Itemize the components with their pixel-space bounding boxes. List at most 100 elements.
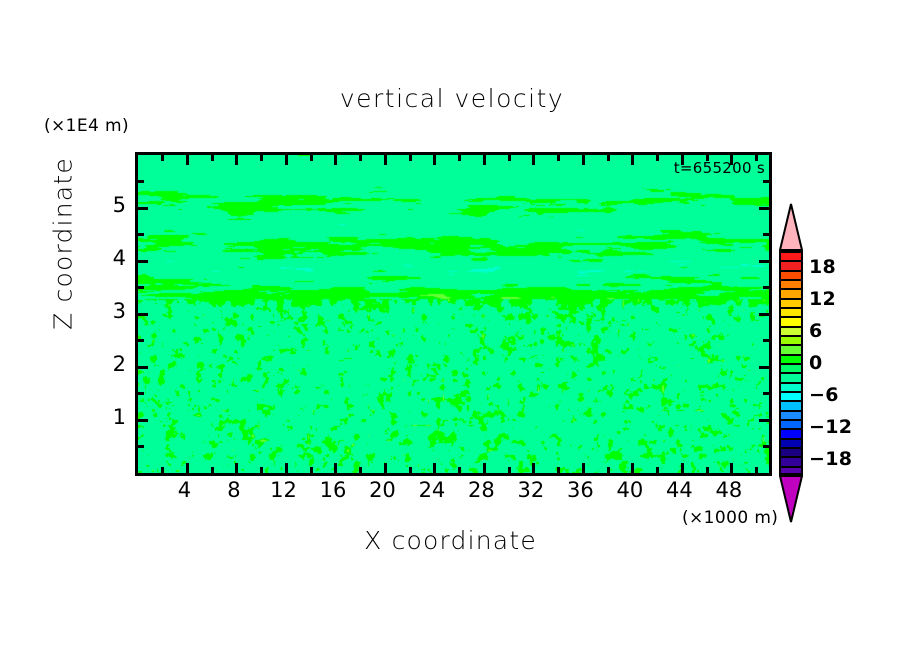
x-axis-tick (581, 463, 585, 473)
x-axis-tick (532, 155, 536, 165)
x-axis-minor-tick (557, 155, 561, 161)
x-axis-minor-tick (507, 467, 511, 473)
y-axis-tick (138, 418, 148, 422)
x-axis-minor-tick (458, 467, 462, 473)
y-axis-minor-tick (138, 392, 144, 395)
x-axis-ticklabel: 20 (369, 478, 396, 502)
x-axis-minor-tick (507, 155, 511, 161)
colorbar-ticklabel: 0 (809, 352, 823, 374)
colorbar-band (779, 418, 803, 429)
z-axis-unit-label: (×1E4 m) (44, 116, 130, 136)
x-axis-minor-tick (210, 467, 214, 473)
colorbar-overflow-bottom-icon (779, 475, 803, 523)
colorbar-band (779, 325, 803, 335)
y-axis-tick (138, 365, 148, 369)
x-axis-tick (235, 155, 239, 165)
x-axis-minor-tick (359, 467, 363, 473)
plot-area: t=655200 s (135, 152, 772, 476)
y-axis-ticklabel: 4 (112, 246, 126, 270)
y-axis-minor-tick (763, 339, 769, 342)
x-axis-minor-tick (408, 467, 412, 473)
colorbar-ticklabel: −12 (809, 416, 853, 438)
colorbar-band (779, 428, 803, 438)
y-axis-title: Z coordinate (48, 157, 78, 330)
y-axis-minor-tick (138, 233, 144, 236)
y-axis-ticklabel: 1 (112, 405, 126, 429)
x-axis-ticklabel: 44 (666, 478, 693, 502)
x-axis-ticklabel: 36 (567, 478, 594, 502)
colorbar-band (779, 362, 803, 373)
colorbar-band (779, 251, 803, 261)
y-axis-tick (759, 312, 769, 316)
contour-field (138, 155, 769, 473)
x-axis-ticklabel: 16 (319, 478, 347, 502)
x-axis-minor-tick (260, 155, 264, 161)
x-axis-title: X coordinate (364, 526, 537, 555)
x-axis-ticklabel: 12 (270, 478, 297, 502)
y-axis-minor-tick (138, 286, 144, 289)
colorbar-band (779, 269, 803, 279)
y-axis-ticklabel: 3 (112, 299, 126, 323)
x-axis-tick (334, 155, 338, 165)
y-axis-minor-tick (138, 339, 144, 342)
x-axis-minor-tick (309, 155, 313, 161)
x-axis-minor-tick (309, 467, 313, 473)
x-axis-tick (532, 463, 536, 473)
colorbar-band (779, 465, 803, 475)
x-axis-minor-tick (557, 467, 561, 473)
x-axis-tick (284, 463, 288, 473)
x-axis-minor-tick (755, 467, 759, 473)
y-axis-ticklabel: 2 (112, 352, 126, 376)
y-axis-ticklabel: 5 (112, 193, 126, 217)
x-axis-tick (680, 463, 684, 473)
colorbar-ticklabel: −18 (809, 448, 853, 470)
x-axis-ticklabel: 4 (177, 478, 192, 502)
colorbar-band (779, 400, 803, 410)
x-axis-minor-tick (210, 155, 214, 161)
x-axis-minor-tick (161, 155, 165, 161)
x-axis-tick (185, 463, 189, 473)
colorbar-ticklabel: −6 (809, 384, 839, 406)
y-axis-minor-tick (763, 233, 769, 236)
x-axis-minor-tick (705, 155, 709, 161)
y-axis-minor-tick (138, 180, 144, 183)
x-axis-ticklabel: 48 (715, 478, 743, 502)
y-axis-tick (759, 418, 769, 422)
colorbar-band (779, 456, 803, 466)
colorbar-ticklabel: 12 (809, 288, 837, 310)
colorbar-legend: 18 12 6 0 −6 −12 −18 (777, 203, 897, 523)
colorbar-band (779, 344, 803, 354)
colorbar-band (779, 306, 803, 317)
y-axis-tick (759, 365, 769, 369)
colorbar-band (779, 288, 803, 298)
x-axis-tick (680, 155, 684, 165)
x-axis-tick (730, 463, 734, 473)
x-axis-ticklabel: 28 (468, 478, 495, 502)
x-axis-ticklabel: 24 (418, 478, 446, 502)
y-axis-ticklabels: 1 2 3 4 5 (86, 152, 126, 470)
x-axis-minor-tick (458, 155, 462, 161)
x-axis-minor-tick (656, 467, 660, 473)
y-axis-minor-tick (763, 286, 769, 289)
x-axis-tick (334, 463, 338, 473)
x-axis-tick (235, 463, 239, 473)
colorbar-band (779, 372, 803, 382)
x-axis-tick (284, 155, 288, 165)
x-axis-tick (185, 155, 189, 165)
y-axis-minor-tick (138, 445, 144, 448)
x-axis-ticklabels: 4 8 12 16 20 24 28 32 36 40 44 48 (135, 478, 766, 508)
x-axis-minor-tick (161, 467, 165, 473)
x-axis-tick (730, 155, 734, 165)
colorbar-band (779, 334, 803, 345)
y-axis-minor-tick (763, 180, 769, 183)
x-axis-tick (383, 463, 387, 473)
x-axis-tick (581, 155, 585, 165)
x-axis-tick (433, 463, 437, 473)
x-axis-tick (383, 155, 387, 165)
y-axis-tick (138, 312, 148, 316)
y-axis-tick (759, 206, 769, 210)
x-axis-unit-label: (×1000 m) (682, 508, 779, 528)
x-axis-tick (482, 155, 486, 165)
x-axis-ticklabel: 32 (517, 478, 545, 502)
y-axis-tick (138, 206, 148, 210)
